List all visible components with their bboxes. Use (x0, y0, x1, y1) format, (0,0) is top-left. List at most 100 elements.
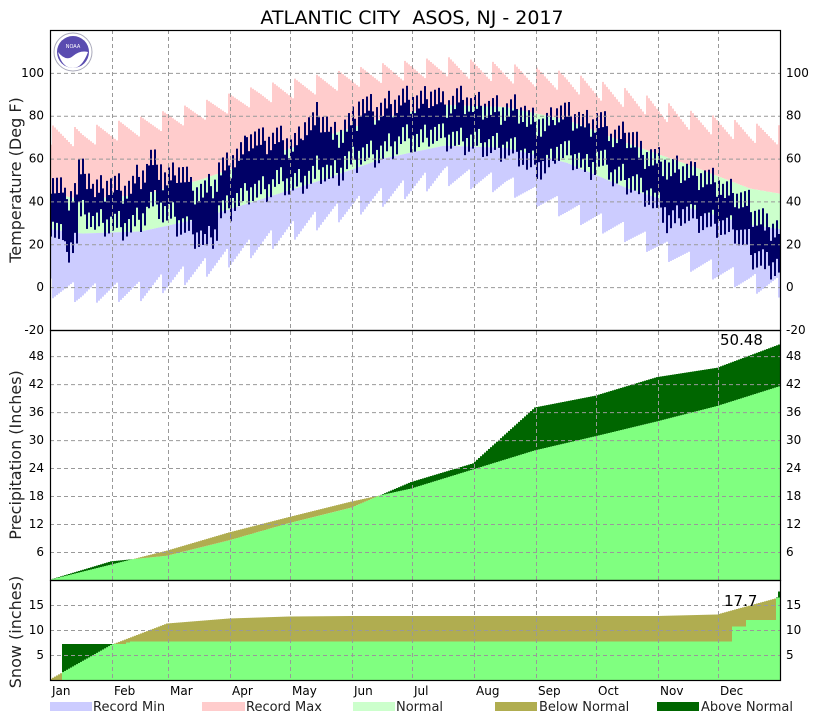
precip-normal-fill (344, 509, 346, 580)
snow-below-normal-bar (376, 616, 378, 642)
snow-normal-fill (534, 642, 536, 681)
precip-below-normal-bar (156, 553, 158, 557)
month-label: Mar (170, 684, 193, 698)
snow-below-normal-bar (286, 617, 288, 642)
record-min-bar (108, 233, 110, 291)
snow-normal-fill (178, 642, 180, 681)
observed-temp-bar (628, 132, 630, 178)
observed-temp-bar (484, 104, 486, 143)
snow-below-normal-bar (132, 637, 134, 642)
snow-normal-fill (560, 642, 562, 681)
precip-normal-fill (392, 493, 394, 581)
precip-normal-fill (86, 571, 88, 580)
precip-normal-fill (394, 492, 396, 580)
observed-temp-bar (612, 147, 614, 186)
precip-below-normal-bar (344, 503, 346, 509)
snow-normal-fill (602, 642, 604, 681)
snow-normal-fill (656, 642, 658, 681)
precip-above-normal-bar (566, 401, 568, 443)
precip-below-normal-bar (364, 499, 366, 502)
precip-normal-fill (528, 452, 530, 580)
observed-temp-bar (632, 132, 634, 176)
precip-above-normal-bar (400, 486, 402, 490)
snow-below-normal-bar (728, 611, 730, 641)
snow-below-normal-bar (342, 616, 344, 641)
record-max-bar (476, 66, 478, 106)
precip-above-normal-bar (656, 377, 658, 421)
snow-normal-fill (394, 642, 396, 681)
snow-below-normal-bar (460, 616, 462, 642)
precip-above-normal-bar (644, 381, 646, 425)
snow-normal-fill (74, 665, 76, 680)
record-min-bar (106, 233, 108, 293)
snow-normal-fill (764, 620, 766, 680)
snow-normal-fill (250, 642, 252, 681)
observed-temp-bar (650, 149, 652, 188)
snow-normal-fill (114, 644, 116, 680)
snow-normal-fill (212, 642, 214, 681)
snow-below-normal-bar (178, 623, 180, 642)
snow-normal-fill (224, 642, 226, 681)
precip-normal-fill (92, 569, 94, 580)
normal-range-bar (150, 192, 152, 229)
snow-below-normal-bar (598, 616, 600, 642)
precip-normal-fill (644, 424, 646, 580)
precip-normal-fill (354, 506, 356, 580)
precip-above-normal-bar (750, 355, 752, 395)
precip-above-normal-bar (450, 470, 452, 476)
observed-temp-bar (402, 89, 404, 128)
record-min-bar (582, 170, 584, 224)
precip-normal-fill (332, 512, 334, 580)
precip-above-normal-bar (392, 490, 394, 493)
record-min-bar (402, 154, 404, 180)
precip-above-normal-bar (602, 393, 604, 434)
record-min-bar (140, 231, 142, 301)
snow-normal-fill (332, 642, 334, 681)
observed-temp-bar (544, 131, 546, 173)
snow-below-normal-bar (602, 616, 604, 642)
precip-normal-fill (640, 425, 642, 580)
snow-normal-fill (104, 648, 106, 680)
precip-normal-fill (90, 570, 92, 580)
precip-normal-fill (146, 558, 148, 580)
observed-temp-bar (218, 162, 220, 205)
precip-above-normal-bar (728, 363, 730, 402)
precip-normal-fill (416, 487, 418, 580)
precip-normal-fill (64, 576, 66, 580)
observed-temp-bar (334, 122, 336, 160)
legend-label-below-normal: Below Normal (539, 700, 629, 715)
snow-normal-fill (336, 642, 338, 681)
observed-temp-bar (724, 198, 726, 234)
observed-temp-bar (54, 193, 56, 237)
precip-normal-fill (480, 467, 482, 580)
precip-normal-fill (730, 402, 732, 580)
precip-above-normal-bar (570, 400, 572, 442)
precip-normal-fill (514, 457, 516, 580)
observed-temp-bar (346, 132, 348, 169)
precip-normal-fill (256, 532, 258, 580)
record-min-bar (418, 151, 420, 181)
record-min-bar (330, 177, 332, 212)
snow-below-normal-bar (138, 634, 140, 641)
snow-below-normal-bar (478, 616, 480, 642)
record-max-bar (704, 127, 706, 171)
precip-normal-fill (400, 491, 402, 580)
snow-normal-fill (418, 642, 420, 681)
record-min-bar (516, 151, 518, 197)
precip-normal-fill (114, 564, 116, 580)
snow-below-normal-bar (432, 616, 434, 642)
snow-below-normal-bar (244, 618, 246, 642)
snow-normal-fill (226, 642, 228, 681)
record-min-bar (234, 208, 236, 260)
snow-normal-fill (116, 644, 118, 680)
precip-normal-fill (424, 484, 426, 580)
observed-temp-bar (442, 91, 444, 123)
record-max-bar (762, 130, 764, 191)
observed-temp-bar (762, 208, 764, 249)
precip-normal-fill (56, 578, 58, 580)
precip-above-normal-bar (682, 373, 684, 415)
snow-above-normal-bar (102, 644, 104, 650)
snow-normal-fill (150, 642, 152, 681)
precip-below-normal-bar (242, 529, 244, 536)
snow-normal-fill (466, 642, 468, 681)
